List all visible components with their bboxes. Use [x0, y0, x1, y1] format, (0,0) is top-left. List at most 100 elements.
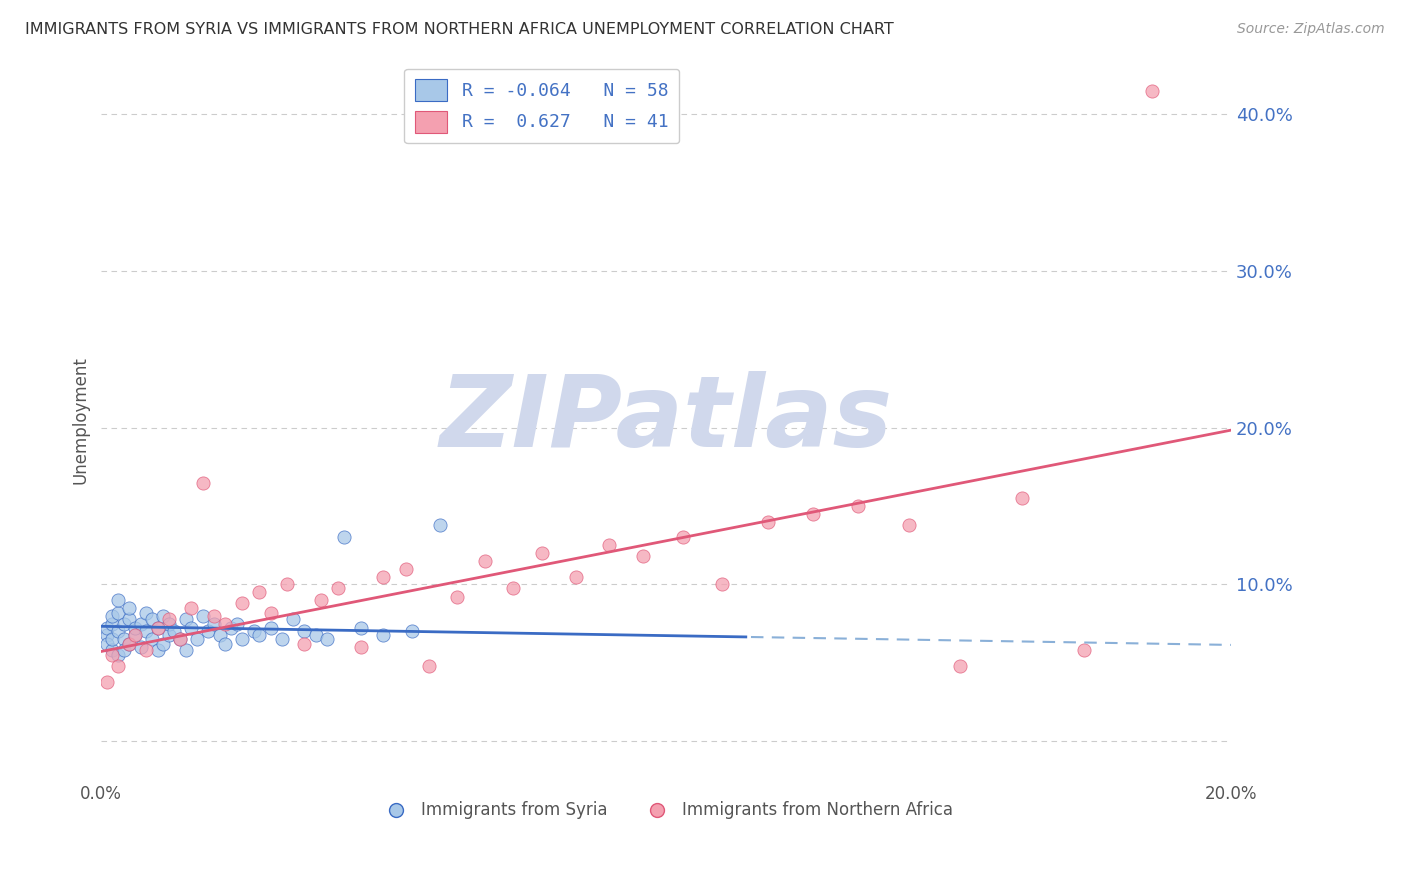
Point [180, 601, 202, 615]
Point [157, 612, 180, 626]
Point [202, 608, 225, 623]
Point [281, 612, 304, 626]
Point [129, 640, 152, 654]
Point [373, 627, 395, 641]
Point [107, 648, 129, 662]
Point [897, 517, 920, 532]
Point [231, 632, 253, 647]
Point [152, 608, 174, 623]
Point [711, 577, 734, 591]
Point [107, 659, 129, 673]
Point [350, 640, 373, 654]
Point [101, 648, 124, 662]
Text: Source: ZipAtlas.com: Source: ZipAtlas.com [1237, 22, 1385, 37]
Point [146, 643, 169, 657]
Point [118, 612, 141, 626]
Point [118, 637, 141, 651]
Point [316, 632, 339, 647]
Point [157, 627, 180, 641]
Legend: Immigrants from Syria, Immigrants from Northern Africa: Immigrants from Syria, Immigrants from N… [373, 795, 960, 826]
Point [112, 616, 135, 631]
Point [429, 517, 451, 532]
Point [135, 606, 157, 620]
Point [146, 621, 169, 635]
Point [418, 659, 440, 673]
Point [202, 616, 225, 631]
Point [401, 624, 423, 639]
Point [672, 531, 695, 545]
Point [294, 624, 316, 639]
Point [756, 515, 779, 529]
Point [219, 621, 242, 635]
Point [208, 627, 231, 641]
Point [1011, 491, 1033, 506]
Point [191, 608, 214, 623]
Text: IMMIGRANTS FROM SYRIA VS IMMIGRANTS FROM NORTHERN AFRICA UNEMPLOYMENT CORRELATIO: IMMIGRANTS FROM SYRIA VS IMMIGRANTS FROM… [25, 22, 894, 37]
Point [197, 624, 219, 639]
Point [118, 637, 141, 651]
Point [96, 674, 118, 689]
Point [112, 632, 135, 647]
Point [141, 632, 163, 647]
Point [259, 606, 281, 620]
Point [96, 637, 118, 651]
Point [350, 621, 373, 635]
Point [1073, 643, 1095, 657]
Y-axis label: Unemployment: Unemployment [72, 356, 89, 483]
Point [294, 637, 316, 651]
Point [598, 538, 620, 552]
Point [333, 531, 356, 545]
Point [146, 621, 169, 635]
Point [395, 562, 418, 576]
Point [373, 569, 395, 583]
Point [124, 627, 146, 641]
Point [225, 616, 247, 631]
Text: ZIPatlas: ZIPatlas [440, 371, 893, 468]
Point [276, 577, 298, 591]
Point [247, 585, 270, 599]
Point [214, 637, 236, 651]
Point [311, 593, 333, 607]
Point [101, 632, 124, 647]
Point [124, 621, 146, 635]
Point [101, 608, 124, 623]
Point [107, 593, 129, 607]
Point [180, 621, 202, 635]
Point [247, 627, 270, 641]
Point [157, 616, 180, 631]
Point [96, 627, 118, 641]
Point [174, 612, 197, 626]
Point [96, 621, 118, 635]
Point [112, 643, 135, 657]
Point [135, 643, 157, 657]
Point [305, 627, 328, 641]
Point [107, 624, 129, 639]
Point [846, 499, 869, 513]
Point [101, 616, 124, 631]
Point [129, 616, 152, 631]
Point [328, 581, 350, 595]
Point [101, 643, 124, 657]
Point [152, 637, 174, 651]
Point [1140, 84, 1163, 98]
Point [259, 621, 281, 635]
Point [564, 569, 586, 583]
Point [242, 624, 264, 639]
Point [174, 643, 197, 657]
Point [191, 475, 214, 490]
Point [169, 632, 191, 647]
Point [633, 549, 655, 564]
Point [530, 546, 553, 560]
Point [135, 624, 157, 639]
Point [107, 606, 129, 620]
Point [949, 659, 972, 673]
Point [163, 624, 186, 639]
Point [474, 554, 496, 568]
Point [124, 627, 146, 641]
Point [214, 616, 236, 631]
Point [141, 612, 163, 626]
Point [118, 601, 141, 615]
Point [169, 632, 191, 647]
Point [502, 581, 524, 595]
Point [446, 590, 468, 604]
